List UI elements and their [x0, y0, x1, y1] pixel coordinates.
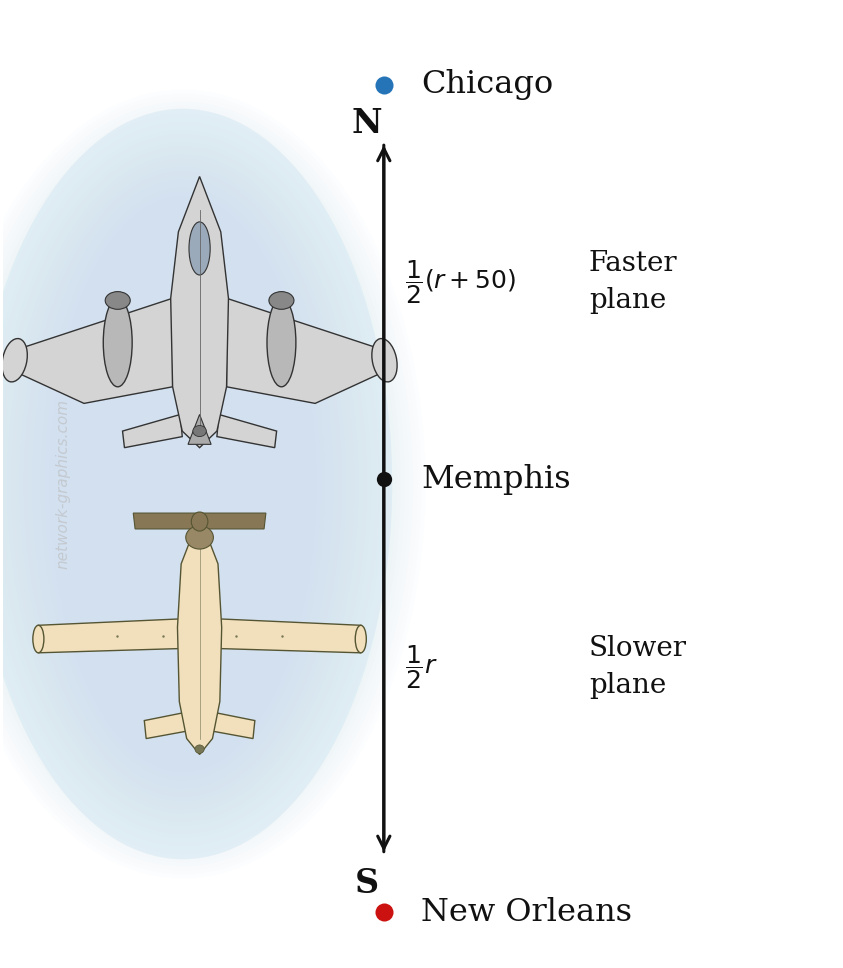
Polygon shape [188, 414, 211, 444]
Polygon shape [39, 619, 180, 652]
Ellipse shape [195, 745, 204, 753]
Ellipse shape [372, 339, 397, 382]
Polygon shape [133, 513, 266, 529]
Polygon shape [170, 176, 228, 447]
Polygon shape [122, 414, 182, 447]
Ellipse shape [0, 108, 392, 860]
Ellipse shape [105, 291, 130, 310]
Ellipse shape [104, 298, 132, 387]
Polygon shape [220, 619, 361, 652]
Text: Slower
plane: Slower plane [589, 635, 687, 699]
Text: N: N [352, 106, 383, 139]
Text: Faster
plane: Faster plane [589, 250, 678, 315]
Polygon shape [227, 298, 388, 404]
Ellipse shape [193, 426, 207, 437]
Polygon shape [212, 712, 255, 739]
Ellipse shape [185, 526, 213, 549]
Ellipse shape [269, 291, 294, 310]
Text: $\dfrac{1}{2}r$: $\dfrac{1}{2}r$ [405, 643, 438, 691]
Text: Chicago: Chicago [422, 69, 554, 100]
Text: network-graphics.com: network-graphics.com [56, 399, 71, 569]
Polygon shape [12, 298, 173, 404]
Text: Memphis: Memphis [422, 464, 571, 495]
Text: S: S [355, 867, 379, 900]
Ellipse shape [189, 222, 210, 275]
Ellipse shape [33, 625, 44, 652]
Polygon shape [178, 516, 222, 754]
Ellipse shape [2, 339, 27, 382]
Text: New Orleans: New Orleans [422, 896, 632, 927]
Ellipse shape [267, 298, 296, 387]
Text: $\dfrac{1}{2}(r + 50)$: $\dfrac{1}{2}(r + 50)$ [405, 258, 516, 306]
Polygon shape [217, 414, 277, 447]
Ellipse shape [355, 625, 367, 652]
Ellipse shape [191, 512, 208, 531]
Polygon shape [144, 712, 186, 739]
